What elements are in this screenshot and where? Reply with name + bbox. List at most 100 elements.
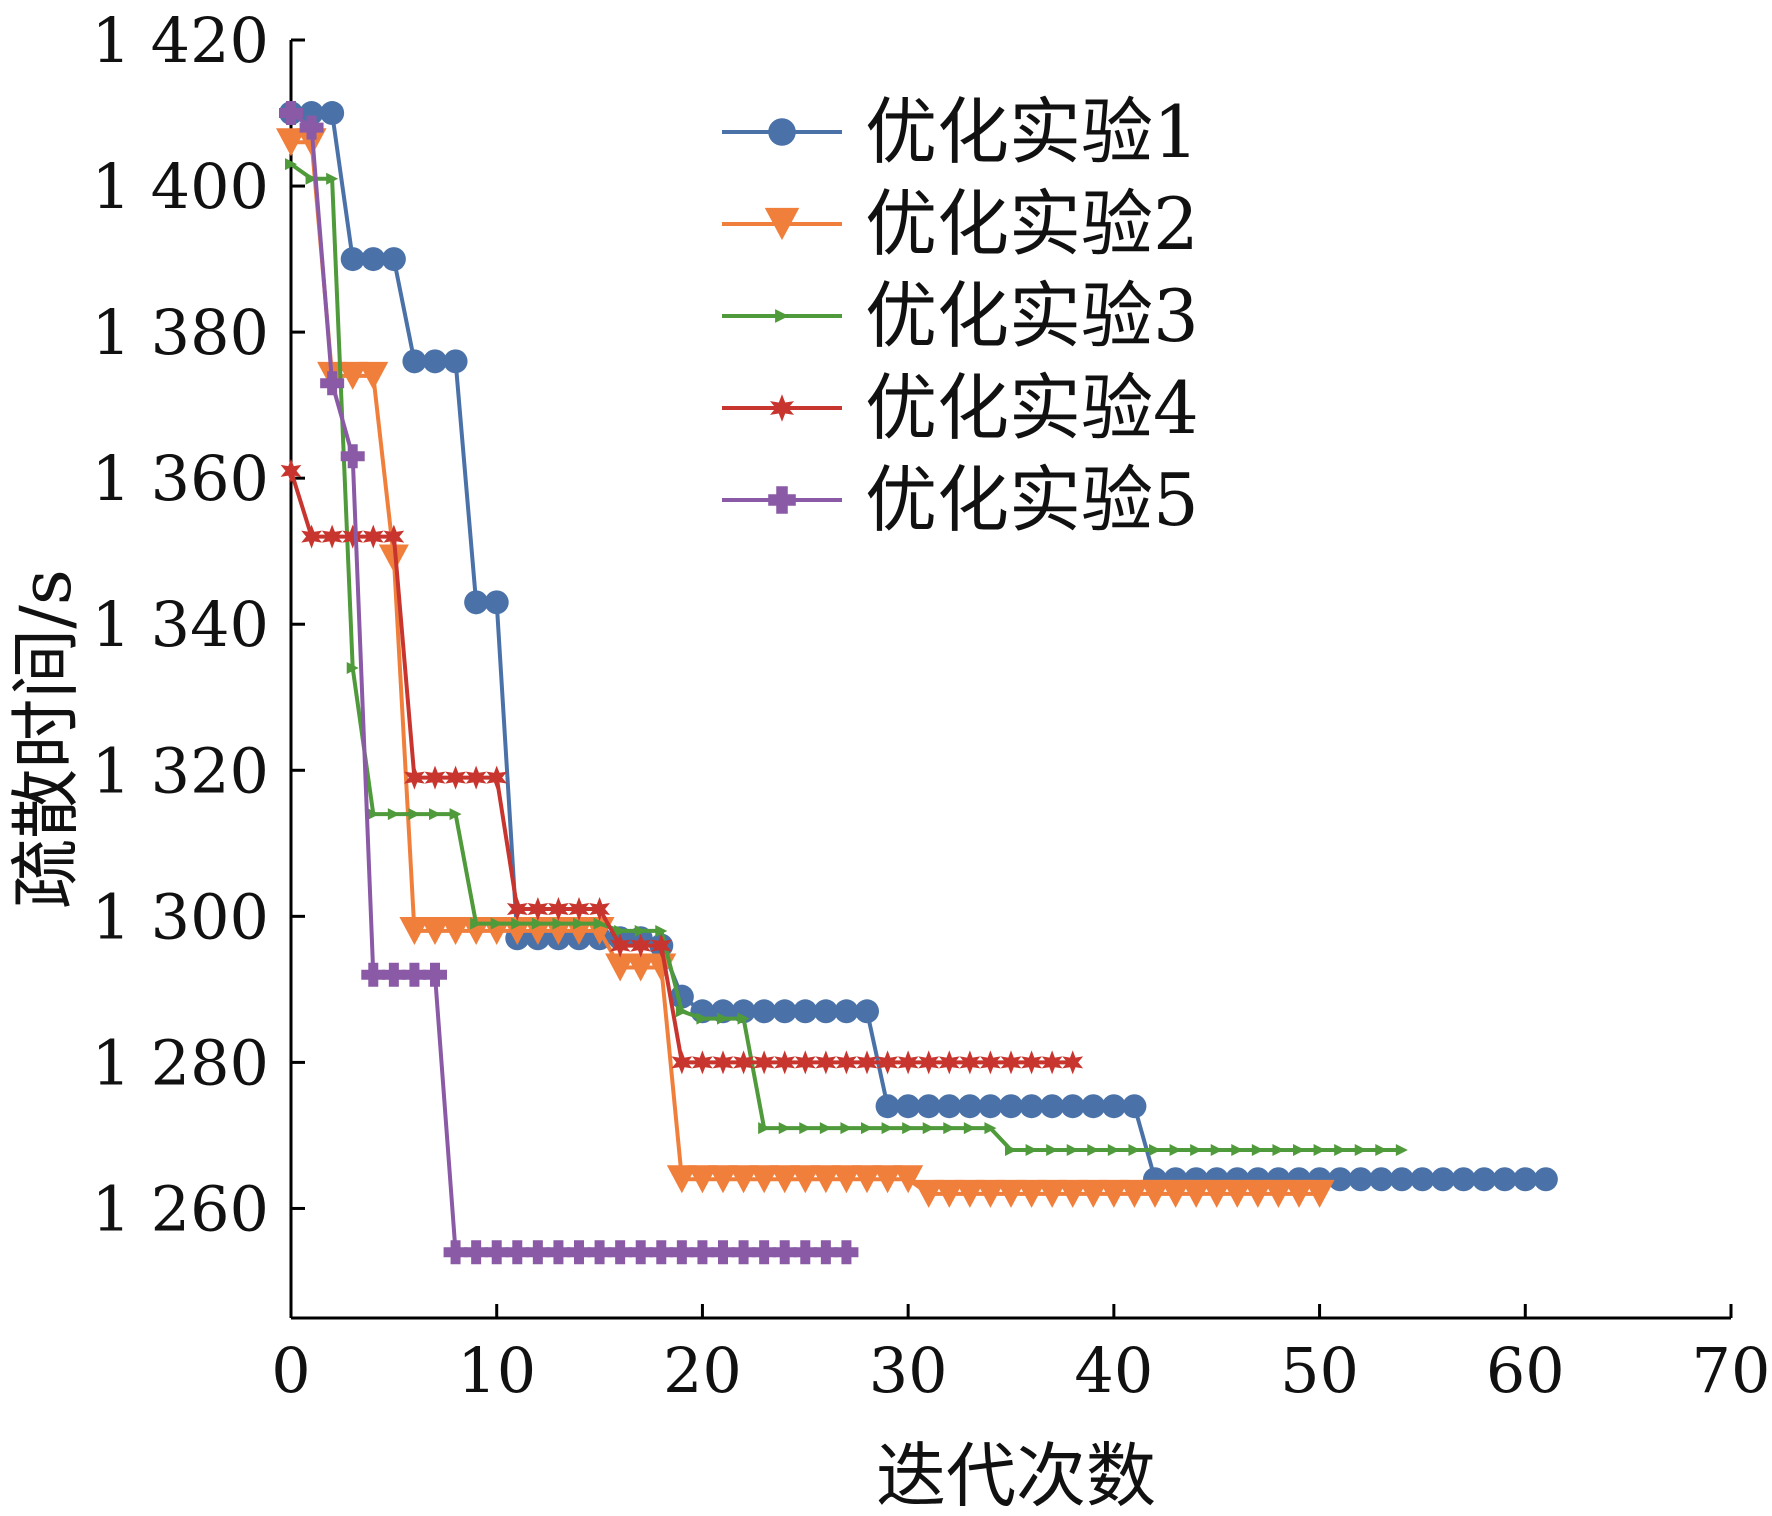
data-point	[548, 897, 569, 921]
data-point	[449, 808, 462, 821]
data-point	[712, 1050, 734, 1075]
data-point	[696, 1012, 709, 1025]
legend-entry-3: 优化实验3	[722, 274, 1199, 358]
data-point	[568, 897, 590, 921]
data-point	[429, 808, 441, 821]
data-point	[980, 1050, 1001, 1075]
data-point	[943, 1122, 956, 1135]
data-point	[470, 917, 483, 930]
data-point	[752, 999, 777, 1024]
data-point	[793, 999, 818, 1024]
x-tick-label: 60	[1486, 1334, 1565, 1407]
data-point	[1348, 1167, 1373, 1192]
data-point	[1005, 1144, 1017, 1157]
data-point	[1251, 1144, 1264, 1157]
axes: 1 260 1 280 1 300 1 320 1 340 1 360 1 380 1 400…	[92, 4, 1771, 1407]
data-point	[753, 1050, 775, 1075]
data-point	[1190, 1144, 1203, 1157]
data-point	[1389, 1167, 1414, 1192]
data-point	[836, 1050, 857, 1075]
data-point	[1140, 1179, 1170, 1208]
data-point	[320, 101, 345, 126]
data-point	[1284, 1179, 1314, 1208]
data-point	[358, 361, 389, 390]
data-point	[749, 1165, 780, 1194]
data-point	[810, 1165, 841, 1194]
data-point	[340, 247, 365, 272]
data-point	[299, 101, 324, 126]
data-point	[934, 1179, 965, 1208]
data-point	[399, 916, 430, 945]
data-point	[999, 1094, 1023, 1119]
data-point	[799, 1122, 812, 1135]
data-point	[1242, 1179, 1273, 1208]
data-point	[675, 1005, 688, 1018]
data-point	[321, 524, 343, 549]
data-point	[361, 962, 386, 987]
data-point	[305, 172, 318, 185]
data-point	[567, 1240, 591, 1265]
data-point	[445, 765, 466, 790]
data-point	[423, 349, 447, 374]
data-point	[1025, 1144, 1038, 1157]
data-point	[1431, 1167, 1455, 1192]
data-point	[692, 1050, 713, 1075]
data-point	[687, 1165, 718, 1194]
data-point	[978, 1094, 1003, 1119]
legend-entry-4: 优化实验4	[722, 366, 1199, 450]
data-point	[402, 349, 427, 374]
data-point	[790, 1165, 821, 1194]
legend-marker	[764, 207, 800, 241]
data-point	[913, 1179, 944, 1208]
data-point	[465, 765, 487, 790]
legend-marker	[768, 486, 796, 514]
data-point	[593, 917, 606, 930]
data-point	[916, 1094, 941, 1119]
data-point	[963, 1122, 976, 1135]
data-point	[285, 158, 297, 171]
data-point	[731, 1240, 756, 1265]
data-point	[893, 1165, 924, 1194]
data-point	[778, 1122, 791, 1135]
data-point	[525, 1240, 550, 1265]
data-point	[1149, 1144, 1161, 1157]
series-4	[280, 458, 1084, 1075]
data-point	[1472, 1167, 1497, 1192]
data-point	[464, 590, 489, 615]
legend-label: 优化实验2	[865, 182, 1199, 266]
data-point	[752, 1240, 777, 1265]
data-point	[1201, 1179, 1232, 1208]
data-point	[1107, 1144, 1120, 1157]
data-point	[815, 1050, 837, 1075]
data-point	[367, 808, 380, 821]
data-point	[758, 1122, 771, 1135]
data-point	[531, 917, 544, 930]
data-point	[527, 897, 549, 921]
data-point	[1513, 1167, 1538, 1192]
data-point	[984, 1122, 997, 1135]
y-tick-label: 1 280	[92, 1026, 270, 1099]
data-point	[424, 765, 446, 790]
data-point	[402, 962, 427, 987]
series-3	[285, 158, 1408, 1157]
data-point	[1066, 1144, 1079, 1157]
data-point	[1293, 1144, 1305, 1157]
data-point	[1098, 1179, 1129, 1208]
legend-entry-5: 优化实验5	[722, 458, 1199, 542]
data-point	[1451, 1167, 1476, 1192]
data-point	[443, 1240, 468, 1265]
data-point	[877, 1050, 898, 1075]
data-point	[834, 999, 859, 1024]
data-point	[362, 524, 384, 549]
data-point	[1078, 1179, 1109, 1208]
data-point	[954, 1179, 985, 1208]
data-point	[717, 1012, 729, 1025]
data-point	[587, 1240, 612, 1265]
data-point	[1087, 1144, 1100, 1157]
data-point	[1037, 1179, 1068, 1208]
data-point	[1081, 1094, 1106, 1119]
data-point	[897, 1050, 919, 1075]
data-point	[511, 917, 524, 930]
data-point	[666, 1165, 697, 1194]
